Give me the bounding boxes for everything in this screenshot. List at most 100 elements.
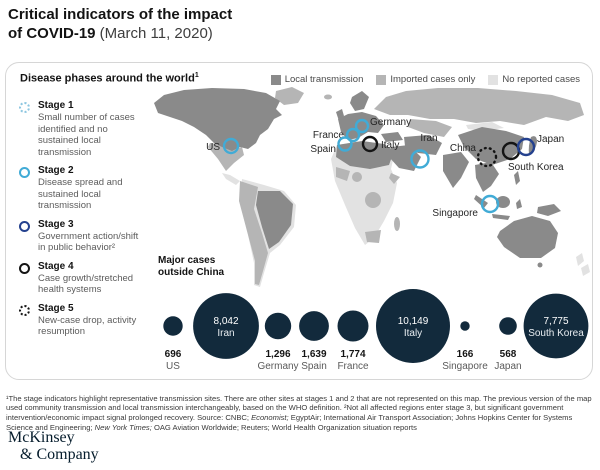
bubble-value-us: 696: [165, 349, 182, 360]
stage-text: Stage 5 New-case drop, activity resumptio…: [38, 303, 148, 338]
stage-name: Stage 1: [38, 100, 74, 111]
footnote-text: Economist;: [251, 413, 289, 422]
bubble-france: [337, 310, 369, 342]
map-java: [492, 214, 510, 220]
stage-item-stage-1: Stage 1 Small number of cases identified …: [19, 100, 149, 158]
map-label-south-korea: South Korea: [508, 162, 564, 173]
bubble-south-korea: [523, 293, 589, 359]
bubble-iran: [193, 293, 259, 359]
legend: Local transmission Imported cases only No …: [270, 74, 580, 85]
map-new-zealand-south: [581, 264, 590, 276]
bubble-value-germany: 1,296: [265, 349, 290, 360]
bubble-label-italy: Italy: [404, 328, 422, 339]
stage-marker-icon: [19, 102, 30, 113]
map-sulawesi: [516, 199, 522, 209]
map-new-guinea: [537, 204, 561, 216]
stage-name: Stage 4: [38, 260, 74, 272]
map-uk: [336, 109, 344, 121]
bubble-japan: [499, 317, 517, 335]
map-madagascar: [394, 217, 400, 231]
heading-footnote-marker: 1: [194, 72, 199, 79]
bubble-value-japan: 568: [500, 349, 517, 360]
map-marker-france: [345, 127, 361, 143]
stage-description: Case growth/stretched health systems: [38, 272, 134, 296]
stage-description: Government action/shift in public behavi…: [38, 230, 139, 254]
map-china: [458, 127, 524, 165]
map-marker-italy: [361, 135, 379, 153]
map-label-china: China: [450, 143, 477, 154]
bubble-italy: [376, 289, 450, 363]
footnote-text: OAG Aviation Worldwide; Reuters; World H…: [151, 422, 417, 432]
bubble-label-japan: Japan: [494, 361, 521, 372]
stage-text: Stage 4 Case growth/stretched health syst…: [38, 261, 148, 296]
bubble-label-spain: Spain: [301, 361, 327, 372]
map-tasmania: [537, 262, 543, 268]
stage-list: Stage 1 Small number of cases identified …: [19, 100, 149, 338]
map-central-asia: [408, 119, 452, 137]
logo-line1: McKinsey: [8, 429, 75, 446]
bubble-label-germany: Germany: [257, 361, 298, 372]
map-landmasses: [154, 87, 590, 287]
bubble-value-italy: 10,149: [398, 316, 429, 327]
map-turkey: [381, 132, 403, 142]
stage-text: Stage 1 Small number of cases identified …: [38, 100, 148, 158]
stage-item-stage-5: Stage 5 New-case drop, activity resumptio…: [19, 303, 149, 338]
logo-line2: & Company: [20, 446, 99, 463]
map-marker-japan: [516, 137, 536, 157]
map-philippines: [514, 171, 520, 185]
stage-name: Stage 5: [38, 302, 74, 314]
legend-item-no-reported-cases: No reported cases: [488, 74, 580, 85]
map-sumatra: [474, 195, 488, 208]
map-label-singapore: Singapore: [432, 208, 478, 219]
map-russia: [374, 88, 584, 125]
stage-item-stage-3: Stage 3 Government action/shift in public…: [19, 219, 149, 254]
stage-item-stage-2: Stage 2 Disease spread and sustained loca…: [19, 165, 149, 212]
stage-name: Stage 2: [38, 165, 74, 176]
map-andes: [239, 181, 268, 285]
stage-description: New-case drop, activity resumption: [38, 314, 137, 338]
map-marker-us: [222, 137, 240, 155]
map-mexico: [208, 143, 244, 171]
legend-item-local-transmission: Local transmission: [270, 74, 363, 85]
map-greenland: [275, 87, 304, 105]
stage-description: Small number of cases identified and no …: [38, 112, 135, 158]
map-australia: [497, 216, 558, 258]
stage-text: Stage 2 Disease spread and sustained loca…: [38, 165, 148, 212]
bubble-germany: [264, 312, 292, 340]
map-label-us: US: [206, 142, 220, 153]
stage-description: Disease spread and sustained local trans…: [38, 177, 123, 211]
bubble-spain: [299, 311, 329, 341]
legend-swatch: [488, 74, 499, 85]
map-borneo: [496, 196, 510, 208]
map-label-france: France: [313, 130, 345, 141]
map-marker-china: [476, 146, 498, 168]
bubble-value-iran: 8,042: [213, 316, 238, 327]
disease-phases-panel: Disease phases around the world1 Local t…: [5, 62, 593, 380]
legend-item-imported-cases-only: Imported cases only: [376, 74, 475, 85]
stage-marker-icon: [19, 167, 30, 178]
mckinsey-logo: McKinsey & Company: [8, 429, 99, 463]
legend-swatch: [270, 74, 281, 85]
bubble-label-france: France: [337, 361, 369, 372]
map-label-italy: Italy: [381, 140, 399, 151]
page-title: Critical indicators of the impact of COV…: [8, 5, 232, 43]
map-marker-singapore: [480, 194, 500, 214]
map-mongolia: [466, 122, 504, 131]
map-africa: [331, 141, 397, 245]
map-markers: US France Spain Germany Italy Iran China South …: [206, 117, 564, 219]
bubble-label-iran: Iran: [217, 328, 234, 339]
bubble-value-south-korea: 7,775: [543, 316, 568, 327]
legend-label: Imported cases only: [390, 74, 476, 85]
bubble-chart-title: Major cases outside China: [158, 255, 225, 278]
page-title-line2: of COVID-19 (March 11, 2020): [8, 25, 213, 42]
footnote-text: EgyptAir; International Air Transport As…: [6, 413, 573, 432]
map-label-spain: Spain: [310, 144, 336, 155]
map-new-zealand: [576, 253, 584, 266]
stage-marker-icon: [19, 220, 30, 232]
map-south-africa: [365, 230, 381, 243]
panel-heading: Disease phases around the world1: [20, 72, 199, 85]
footnote: ¹The stage indicators highlight represen…: [6, 394, 594, 433]
stage-marker-icon: [19, 262, 30, 274]
map-nigeria: [352, 172, 362, 182]
map-central-america: [222, 173, 240, 185]
